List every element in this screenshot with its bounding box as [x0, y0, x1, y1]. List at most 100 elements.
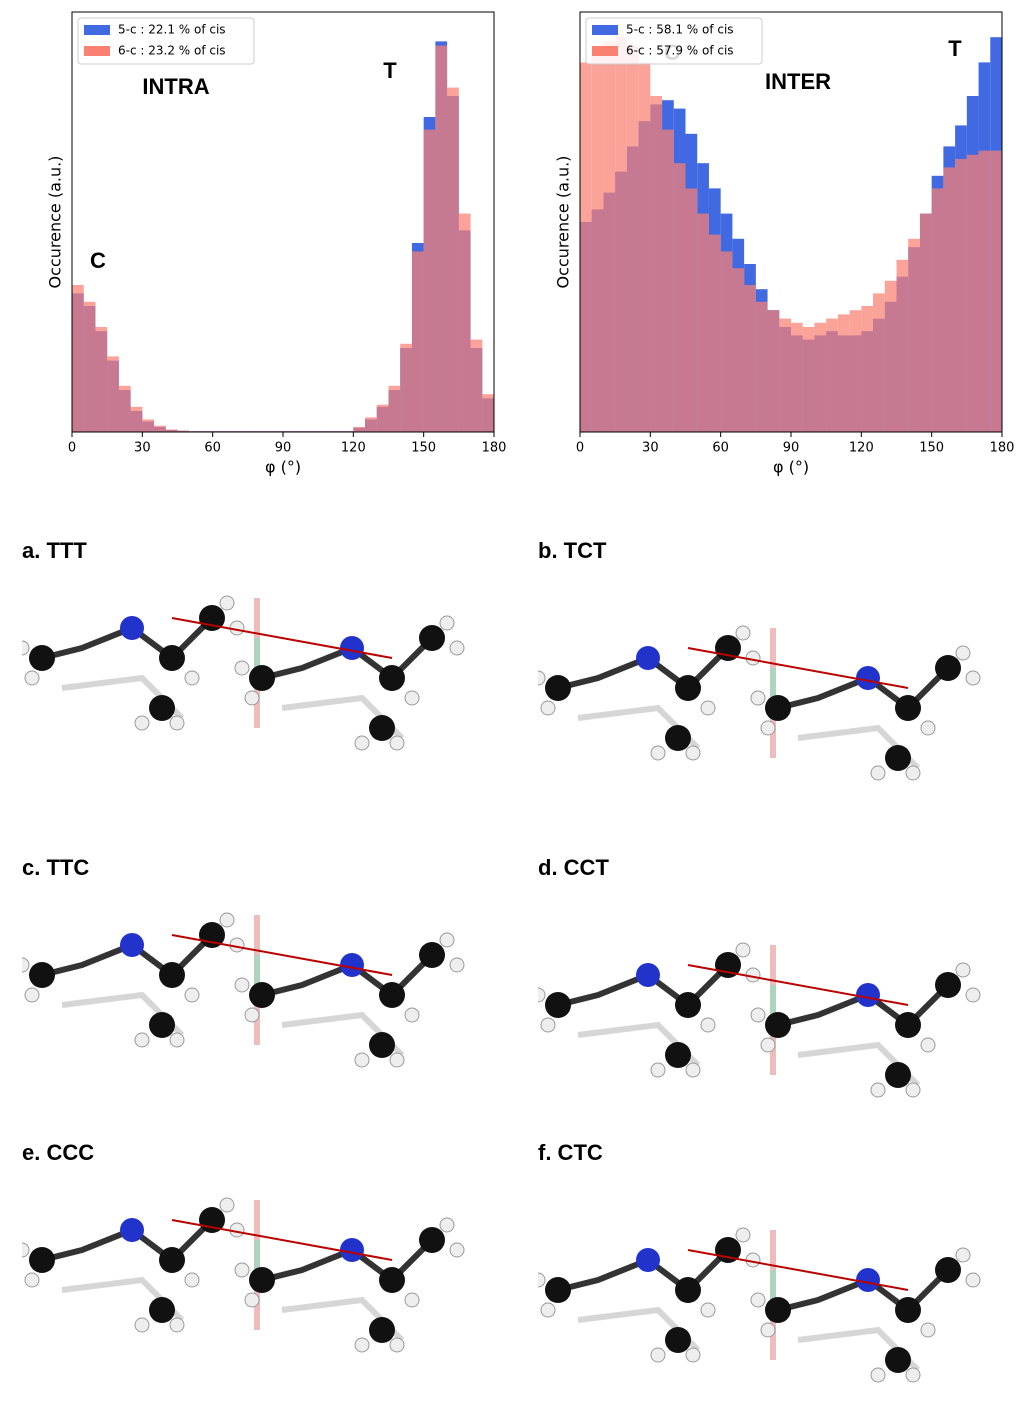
nitrogen-atom: [120, 616, 144, 640]
carbon-atom: [379, 982, 405, 1008]
hydrogen-atom: [920, 720, 936, 736]
molecule-panel: c. TTC: [22, 855, 522, 1135]
molecule-drawing: [538, 942, 981, 1098]
hydrogen-atom: [685, 1062, 701, 1078]
carbon-atom: [935, 972, 961, 998]
bar: [826, 318, 838, 432]
hydrogen-atom: [354, 735, 370, 751]
panel-label: c. TTC: [22, 855, 90, 880]
bar: [638, 62, 651, 433]
carbon-atom: [419, 625, 445, 651]
y-axis-label: Occurence (a.u.): [46, 156, 65, 289]
hydrogen-atom: [134, 715, 150, 731]
bar: [423, 129, 436, 432]
plot-frame: [71, 11, 495, 433]
plot-frame: [579, 11, 1003, 433]
bar: [154, 425, 166, 432]
bar: [966, 154, 979, 433]
separator: [254, 1240, 260, 1290]
bar: [896, 259, 909, 432]
bar: [615, 37, 627, 432]
bar: [732, 268, 745, 432]
x-tick-label: 60: [712, 441, 729, 456]
legend-swatch: [592, 25, 618, 35]
legend-swatch: [84, 25, 110, 35]
separator: [770, 985, 776, 1035]
bar: [955, 159, 967, 432]
x-axis-label: φ (°): [773, 458, 809, 477]
hydrogen-atom: [735, 1227, 751, 1243]
hydrogen-atom: [449, 1242, 465, 1258]
bar: [791, 322, 803, 432]
bar: [353, 426, 366, 432]
bar: [107, 356, 119, 432]
hydrogen-atom: [538, 987, 546, 1003]
bar: [662, 129, 674, 432]
bar: [884, 280, 897, 432]
hydrogen-atom: [449, 640, 465, 656]
molecule-drawing: [538, 1227, 981, 1383]
hydrogen-atom: [184, 987, 200, 1003]
hydrogen-atom: [219, 595, 235, 611]
x-tick-label: 60: [204, 441, 221, 456]
separator: [770, 1270, 776, 1320]
bar: [685, 188, 698, 432]
molecule-panel: b. TCT: [538, 538, 1016, 818]
hydrogen-atom: [184, 1272, 200, 1288]
legend-box: [585, 17, 763, 65]
distance-line: [687, 647, 909, 689]
nitrogen-atom: [340, 1238, 364, 1262]
hydrogen-atom: [404, 1007, 420, 1023]
carbon-atom: [545, 1277, 571, 1303]
series: [580, 37, 1002, 433]
bar: [411, 251, 424, 432]
bar: [95, 327, 108, 432]
bar: [978, 150, 991, 432]
panel-label: d. CCT: [538, 855, 609, 880]
molecule-panel: a. TTT: [22, 538, 522, 818]
bar: [580, 62, 592, 433]
hydrogen-atom: [389, 1052, 405, 1068]
molecule-panel: d. CCT: [538, 855, 1016, 1135]
legend-box: [77, 17, 255, 65]
annotation: T: [383, 58, 397, 83]
hydrogen-atom: [389, 1337, 405, 1353]
hydrogen-atom: [700, 700, 716, 716]
bar: [591, 45, 604, 432]
bar: [650, 96, 663, 432]
bar: [130, 406, 143, 432]
bar: [919, 213, 932, 432]
bar: [767, 310, 780, 432]
molecule-panel: e. CCC: [22, 1140, 522, 1420]
carbon-atom: [675, 992, 701, 1018]
hydrogen-atom: [700, 1017, 716, 1033]
bar: [779, 318, 791, 432]
carbon-atom: [29, 645, 55, 671]
x-axis-label: φ (°): [265, 458, 301, 477]
carbon-atom: [885, 745, 911, 771]
carbon-atom: [545, 675, 571, 701]
hydrogen-atom: [169, 1032, 185, 1048]
legend-swatch: [84, 46, 110, 56]
separator: [254, 955, 260, 1005]
x-tick-label: 120: [341, 441, 366, 456]
distance-line: [687, 1249, 909, 1291]
bar: [837, 314, 850, 432]
x-tick-label: 120: [849, 441, 874, 456]
hydrogen-atom: [965, 670, 981, 686]
nitrogen-atom: [340, 636, 364, 660]
hydrogen-atom: [650, 745, 666, 761]
x-tick-label: 30: [134, 441, 151, 456]
chart-title: INTER: [765, 69, 831, 94]
legend-label: 5-c : 58.1 % of cis: [626, 23, 734, 37]
bar: [447, 87, 459, 432]
hydrogen-atom: [24, 670, 40, 686]
carbon-atom: [419, 942, 445, 968]
carbon-atom: [675, 675, 701, 701]
hydrogen-atom: [955, 645, 971, 661]
bar: [118, 385, 131, 432]
carbon-atom: [379, 665, 405, 691]
hydrogen-atom: [540, 700, 556, 716]
hydrogen-atom: [760, 1037, 776, 1053]
bar: [849, 310, 862, 432]
